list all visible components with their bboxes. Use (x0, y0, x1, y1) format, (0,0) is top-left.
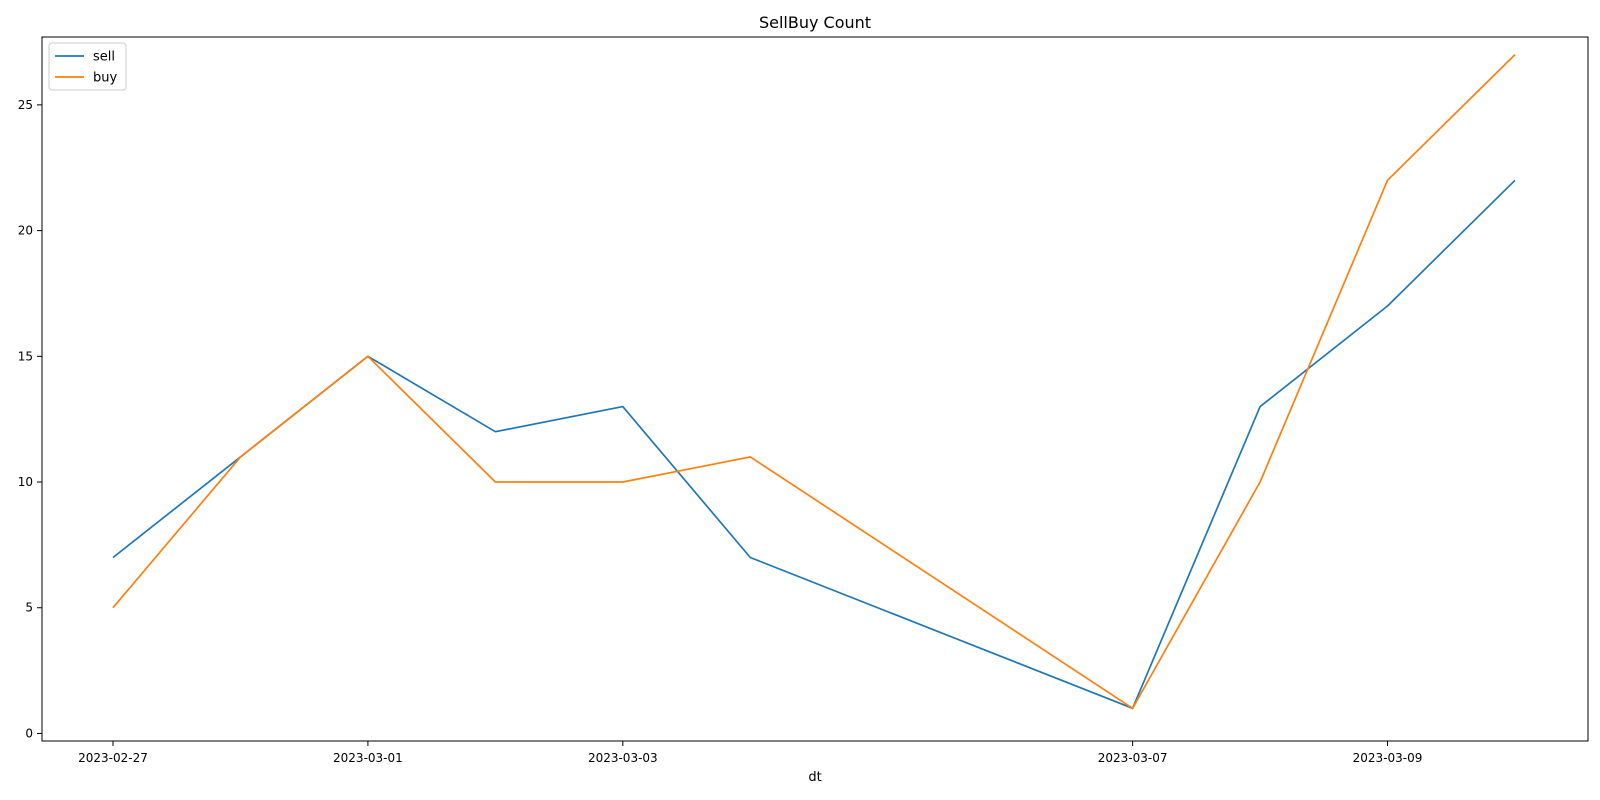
y-tick-label: 5 (25, 601, 33, 615)
y-tick-label: 0 (25, 726, 33, 740)
plot-area (41, 36, 1589, 742)
legend-box (48, 42, 127, 91)
series-line-buy (112, 53, 1516, 710)
legend-label-buy: buy (93, 71, 117, 86)
x-axis: 2023-02-27 2023-03-01 2023-03-03 2023-03-07… (78, 741, 1422, 765)
chart-title: SellBuy Count (759, 13, 871, 32)
x-tick-label: 2023-03-09 (1353, 751, 1423, 765)
y-axis: 0 5 10 15 20 25 (18, 98, 42, 740)
x-tick-label: 2023-03-01 (333, 751, 403, 765)
y-tick-label: 10 (18, 475, 33, 489)
legend: sell buy (48, 42, 127, 91)
series-line-sell (112, 179, 1516, 710)
y-tick-label: 20 (18, 224, 33, 238)
series-lines (112, 53, 1516, 710)
x-tick-label: 2023-02-27 (78, 751, 148, 765)
x-axis-label: dt (808, 770, 821, 785)
y-tick-label: 15 (18, 349, 33, 363)
legend-label-sell: sell (93, 50, 115, 65)
x-tick-label: 2023-03-03 (588, 751, 658, 765)
y-tick-label: 25 (18, 98, 33, 112)
x-tick-label: 2023-03-07 (1098, 751, 1168, 765)
